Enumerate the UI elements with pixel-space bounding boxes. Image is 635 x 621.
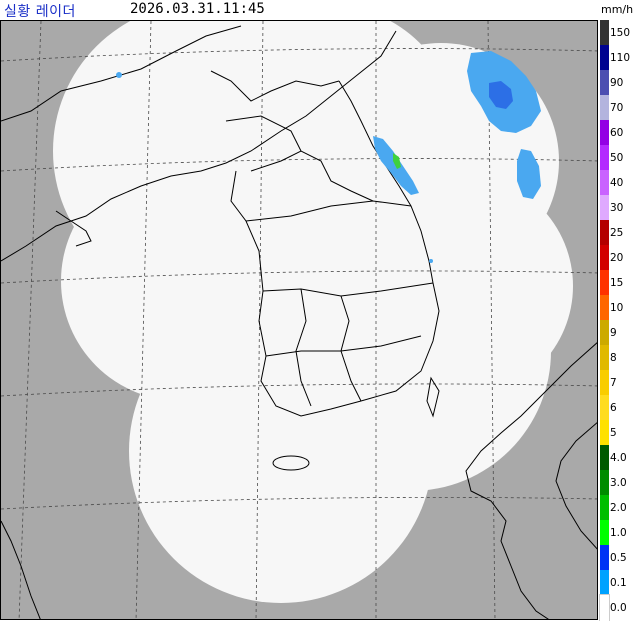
legend-swatch [600, 495, 609, 521]
legend-swatch [600, 45, 609, 71]
legend-label: 9 [610, 326, 617, 339]
legend-swatch [600, 245, 609, 271]
legend-swatch [600, 545, 609, 571]
legend-swatch [600, 445, 609, 471]
legend-swatch [600, 370, 609, 396]
legend-swatch [600, 470, 609, 496]
radar-map-canvas [1, 21, 597, 619]
legend-swatch [600, 270, 609, 296]
legend-swatch [600, 520, 609, 546]
legend-label: 8 [610, 351, 617, 364]
legend-label: 2.0 [610, 501, 627, 514]
legend-swatch [600, 345, 609, 371]
legend-label: 0.5 [610, 551, 627, 564]
radar-echoes [116, 51, 541, 263]
legend-swatch [600, 420, 609, 446]
legend-swatch [600, 95, 609, 121]
legend-label: 50 [610, 151, 624, 164]
legend-swatch [600, 320, 609, 346]
timestamp-label: 2026.03.31.11:45 [130, 1, 265, 17]
header-bar: 실황 레이더 2026.03.31.11:45 mm/h [0, 0, 635, 20]
coverage-area [53, 21, 573, 603]
legend-label: 15 [610, 276, 624, 289]
legend-label: 40 [610, 176, 624, 189]
legend-swatch [600, 295, 609, 321]
legend-label: 90 [610, 76, 624, 89]
legend-label: 3.0 [610, 476, 627, 489]
page-title: 실황 레이더 [4, 4, 76, 20]
legend-label: 70 [610, 101, 624, 114]
legend-swatch [600, 570, 609, 596]
legend-color-bar [599, 20, 610, 621]
legend-swatch [600, 220, 609, 246]
radar-map[interactable] [0, 20, 598, 620]
legend-swatch [600, 195, 609, 221]
legend-swatch [600, 70, 609, 96]
legend-label: 7 [610, 376, 617, 389]
legend-label: 0.0 [610, 601, 627, 614]
legend-label: 0.1 [610, 576, 627, 589]
legend-swatch [600, 20, 609, 46]
unit-label: mm/h [601, 3, 634, 16]
precip-legend: 150 110 90 70 60 50 40 30 25 20 15 10 9 8 7 6 5 4.0 3.0 2.0… [598, 20, 635, 621]
legend-label: 30 [610, 201, 624, 214]
legend-swatch [600, 120, 609, 146]
coastlines [1, 25, 597, 619]
legend-swatch [599, 594, 610, 621]
legend-label: 60 [610, 126, 624, 139]
legend-label: 10 [610, 301, 624, 314]
legend-label: 150 [610, 26, 631, 39]
legend-swatch [600, 170, 609, 196]
legend-label: 4.0 [610, 451, 627, 464]
legend-label: 110 [610, 51, 631, 64]
legend-label: 6 [610, 401, 617, 414]
legend-swatch [600, 145, 609, 171]
legend-label: 25 [610, 226, 624, 239]
legend-label: 5 [610, 426, 617, 439]
legend-label: 1.0 [610, 526, 627, 539]
legend-swatch [600, 395, 609, 421]
legend-label: 20 [610, 251, 624, 264]
